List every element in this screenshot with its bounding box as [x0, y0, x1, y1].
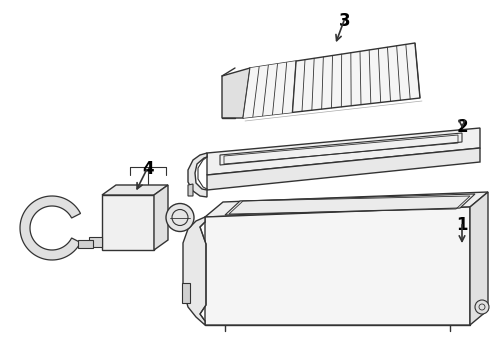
Polygon shape: [102, 185, 168, 195]
Polygon shape: [225, 194, 475, 215]
Polygon shape: [243, 43, 420, 118]
Polygon shape: [188, 153, 207, 197]
Text: 2: 2: [456, 118, 468, 136]
Circle shape: [166, 203, 194, 231]
Text: 3: 3: [339, 12, 351, 30]
Polygon shape: [205, 192, 488, 217]
Polygon shape: [89, 237, 102, 247]
Polygon shape: [102, 195, 154, 250]
Polygon shape: [205, 207, 470, 325]
Text: 1: 1: [456, 216, 468, 234]
Polygon shape: [207, 128, 480, 175]
Polygon shape: [154, 185, 168, 250]
Polygon shape: [20, 196, 80, 260]
Polygon shape: [188, 184, 193, 196]
Polygon shape: [470, 192, 488, 325]
Polygon shape: [222, 68, 250, 118]
Polygon shape: [207, 148, 480, 190]
Circle shape: [475, 300, 489, 314]
Polygon shape: [77, 239, 93, 248]
Text: 4: 4: [142, 160, 154, 178]
Polygon shape: [182, 283, 190, 303]
Polygon shape: [183, 217, 206, 325]
Polygon shape: [243, 61, 296, 118]
